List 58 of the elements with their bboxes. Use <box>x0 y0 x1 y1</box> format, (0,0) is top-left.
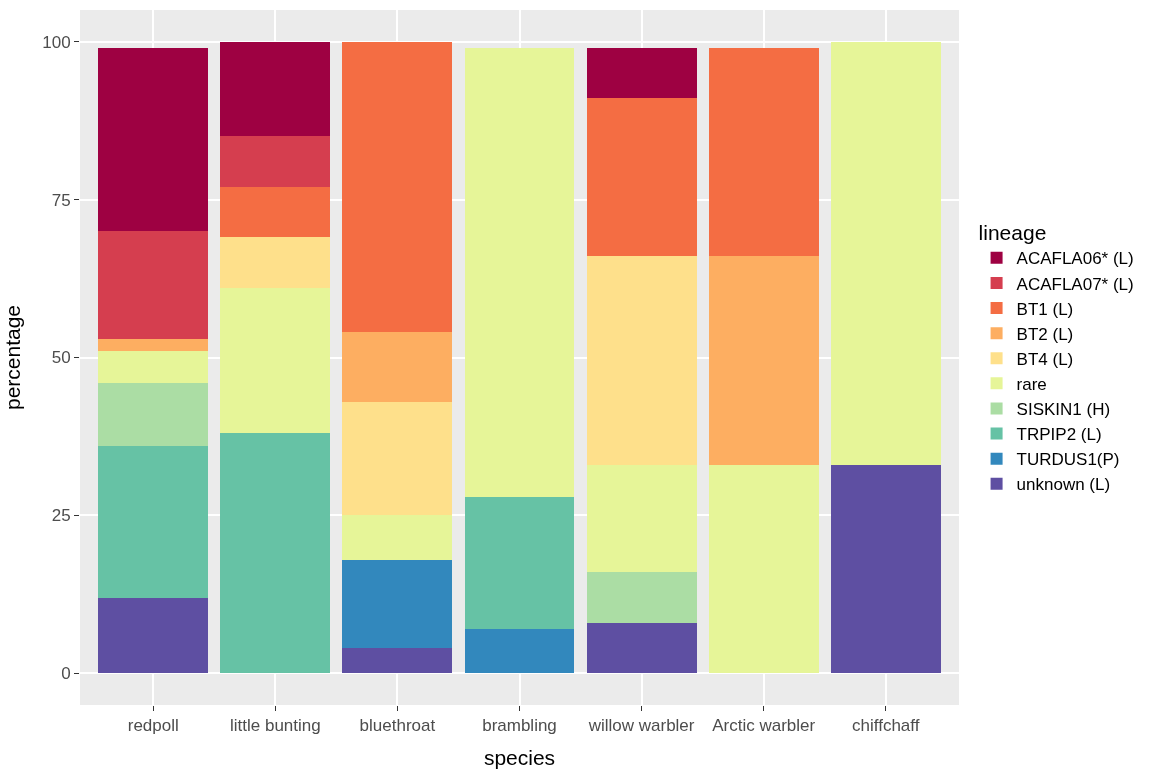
bar <box>342 41 453 333</box>
legend-label: unknown (L) <box>1016 475 1111 495</box>
bar <box>586 47 697 99</box>
bar <box>830 41 941 465</box>
bar <box>708 256 819 465</box>
legend-label: SISKIN1 (H) <box>1016 400 1111 420</box>
y-axis-title: percentage <box>1 304 25 411</box>
bar <box>342 648 453 674</box>
x-axis-title: species <box>483 745 556 769</box>
x-tick-label: chiffchaff <box>852 716 920 736</box>
bar <box>98 338 209 352</box>
bar <box>220 433 331 674</box>
bar <box>220 41 331 137</box>
y-tick-label: 100 <box>42 32 71 52</box>
bar <box>98 445 209 598</box>
legend-label: TURDUS1(P) <box>1016 450 1120 470</box>
legend-label: rare <box>1016 374 1047 394</box>
bar <box>98 231 209 339</box>
bar <box>464 629 575 674</box>
bar <box>220 136 331 187</box>
bar <box>220 186 331 238</box>
bar <box>708 47 819 257</box>
x-tick-label: brambling <box>482 716 557 736</box>
x-tick-label: Arctic warbler <box>712 716 816 736</box>
bar <box>586 572 697 623</box>
bar <box>464 47 575 497</box>
x-tick-label: willow warbler <box>587 716 695 736</box>
bar <box>342 559 453 649</box>
bar <box>342 332 453 402</box>
legend-label: TRPIP2 (L) <box>1016 425 1102 445</box>
x-tick-label: little bunting <box>229 716 321 736</box>
bar <box>98 597 209 674</box>
bar <box>586 98 697 257</box>
y-tick-label: 25 <box>51 506 71 526</box>
bar <box>830 464 941 674</box>
y-tick-label: 0 <box>61 664 71 684</box>
bar <box>98 47 209 232</box>
legend-label: ACAFLA07* (L) <box>1016 274 1134 294</box>
bar <box>342 515 453 560</box>
bar <box>464 496 575 630</box>
legend-title: lineage <box>978 221 1047 245</box>
legend-label: BT1 (L) <box>1016 299 1074 319</box>
bar <box>98 351 209 383</box>
bar <box>586 464 697 573</box>
legend-label: BT4 (L) <box>1016 349 1074 369</box>
bar <box>708 464 819 674</box>
legend-label: ACAFLA06* (L) <box>1016 249 1134 269</box>
bar <box>586 256 697 465</box>
x-tick-label: bluethroat <box>359 716 436 736</box>
bar <box>98 382 209 446</box>
legend-label: BT2 (L) <box>1016 324 1074 344</box>
bar <box>220 237 331 288</box>
x-tick-label: redpoll <box>127 716 179 736</box>
bar <box>586 622 697 674</box>
bar <box>342 401 453 516</box>
y-tick-label: 50 <box>51 348 71 368</box>
y-tick-label: 75 <box>51 190 71 210</box>
bar <box>220 288 331 434</box>
